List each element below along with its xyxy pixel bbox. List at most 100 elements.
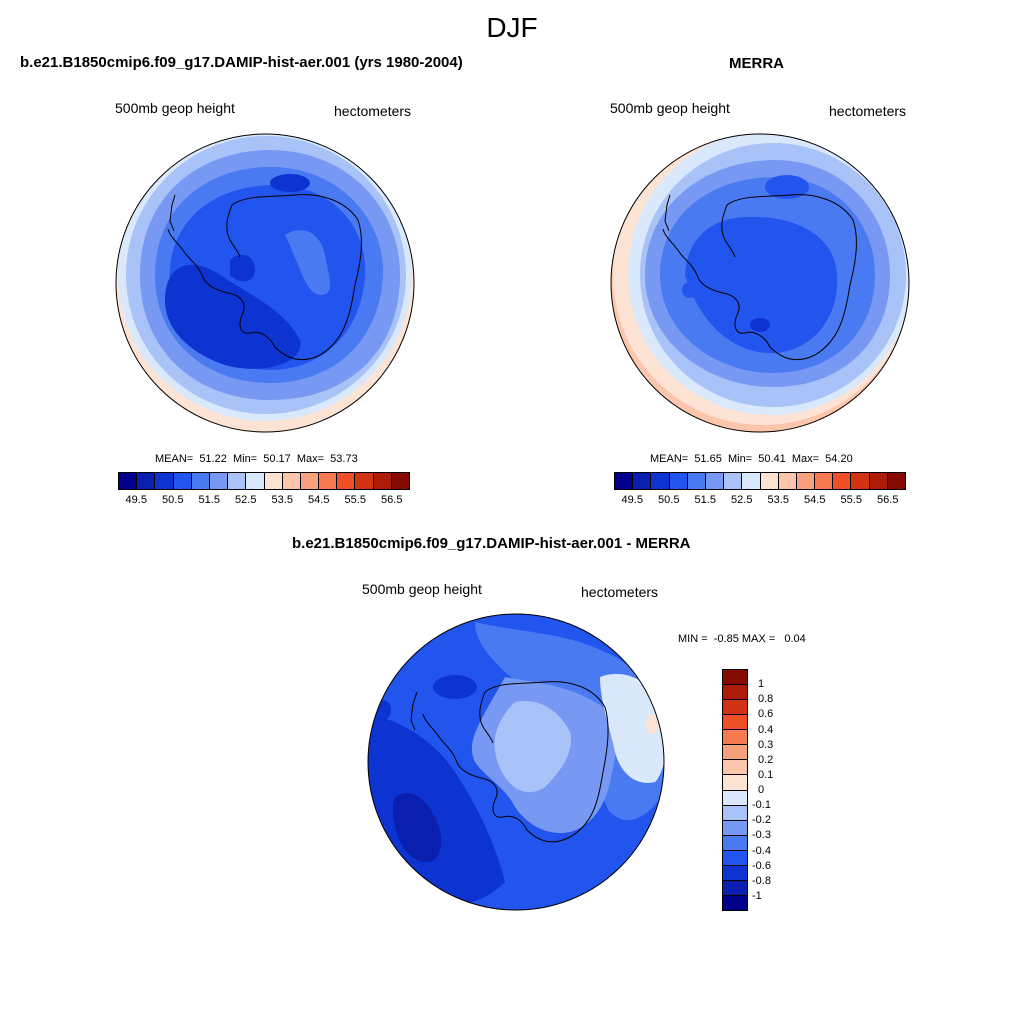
model-colorbar (118, 472, 410, 490)
diff-colorbar-box (723, 895, 747, 910)
diff-stats: MIN = -0.85 MAX = 0.04 (678, 633, 806, 645)
diff-peninsula-coastline (410, 691, 418, 731)
diff-colorbar-tick-label: 0.3 (758, 738, 774, 751)
diff-colorbar-tick-label: 0.2 (758, 753, 774, 766)
model-contour-51-inner (285, 230, 330, 295)
obs-colorbar-box (887, 473, 905, 489)
obs-units-label: hectometers (829, 103, 907, 119)
diff-colorbar-box (723, 700, 747, 716)
model-colorbar-box (373, 473, 392, 489)
obs-colorbar-box (669, 473, 688, 489)
model-colorbar-tick-label: 56.5 (381, 494, 403, 506)
model-units-label: hectometers (334, 103, 412, 119)
diff-colorbar-tick-label: 0.6 (758, 708, 774, 721)
diff-contour-0 (600, 673, 664, 783)
model-peninsula-coastline (169, 194, 176, 232)
model-colorbar-box (191, 473, 210, 489)
obs-contour-50.5 (685, 216, 838, 354)
obs-panel-title: MERRA (729, 55, 784, 72)
model-colorbar-box (246, 473, 265, 489)
obs-stats: MEAN= 51.65 Min= 50.41 Max= 54.20 (650, 453, 853, 465)
obs-colorbar-box (778, 473, 797, 489)
diff-colorbar-box (723, 670, 747, 686)
obs-contour-50-low (750, 318, 770, 332)
obs-colorbar-box (796, 473, 816, 489)
diff-contour-minus0.8 (392, 793, 442, 863)
obs-colorbar-box (651, 473, 670, 489)
model-contour-50-small (270, 174, 310, 192)
model-colorbar-tick-label: 53.5 (271, 494, 293, 506)
diff-colorbar-tick-label: 0.4 (758, 723, 774, 736)
obs-colorbar-tick-label: 51.5 (694, 494, 716, 506)
model-contour-50-low (165, 264, 301, 369)
diff-colorbar-box (723, 820, 747, 836)
obs-colorbar-tick-label: 54.5 (804, 494, 826, 506)
diff-colorbar-box (723, 805, 747, 821)
obs-colorbar-tick-label: 50.5 (658, 494, 680, 506)
diff-colorbar (722, 669, 748, 911)
obs-colorbar-box (705, 473, 725, 489)
model-colorbar-box (119, 473, 138, 489)
diff-colorbar-tick-label: -0.8 (752, 874, 771, 887)
diff-colorbar-tick-label: -0.6 (752, 859, 771, 872)
model-colorbar-box (337, 473, 356, 489)
model-variable-label: 500mb geop height (115, 100, 235, 116)
diff-colorbar-box (723, 865, 747, 881)
diff-colorbar-box (723, 835, 747, 851)
diff-colorbar-tick-label: -0.2 (752, 814, 771, 827)
obs-colorbar-tick-label: 49.5 (621, 494, 643, 506)
diff-colorbar-tick-label: 0.1 (758, 768, 774, 781)
model-colorbar-ticks: 49.5 50.5 51.5 52.5 53.5 54.5 55.5 56.5 (118, 494, 408, 508)
model-colorbar-box (264, 473, 283, 489)
diff-colorbar-box (723, 745, 747, 761)
obs-colorbar-tick-label: 55.5 (840, 494, 862, 506)
model-colorbar-tick-label: 52.5 (235, 494, 257, 506)
diff-colorbar-box (723, 760, 747, 776)
obs-contour-50.5-small (765, 175, 809, 199)
obs-polar-map (610, 133, 910, 433)
diff-colorbar-box (723, 880, 747, 896)
diff-colorbar-tick-label: 1 (758, 678, 765, 691)
diff-contour-minus0.6-small (433, 675, 477, 699)
model-colorbar-box (155, 473, 174, 489)
model-colorbar-tick-label: 54.5 (308, 494, 330, 506)
diff-colorbar-tick-label: -0.4 (752, 844, 771, 857)
model-antarctica-coastline (167, 194, 362, 360)
diff-panel-title: b.e21.B1850cmip6.f09_g17.DAMIP-hist-aer.… (292, 535, 691, 552)
diff-units-label: hectometers (581, 584, 659, 600)
diff-polar-map (367, 613, 665, 911)
diff-colorbar-box (723, 715, 747, 731)
obs-colorbar-box (633, 473, 652, 489)
diff-contour-minus0.3 (475, 622, 664, 821)
model-colorbar-tick-label: 49.5 (125, 494, 147, 506)
obs-contour-50.5-peninsula (682, 282, 698, 298)
diff-contour-minus0.2-inner (547, 777, 583, 827)
obs-antarctica-coastline (662, 194, 857, 360)
diff-colorbar-tick-label: -0.1 (752, 799, 771, 812)
diff-colorbar-tick-label: 0 (758, 784, 765, 796)
obs-colorbar-box (869, 473, 888, 489)
diff-contour-minus0.1 (494, 701, 571, 793)
obs-map-border (610, 133, 910, 433)
model-colorbar-box (228, 473, 247, 489)
obs-peninsula-coastline (664, 194, 671, 232)
diff-colorbar-box (723, 790, 747, 806)
diff-antarctica-coastline (422, 681, 609, 843)
obs-colorbar-box (815, 473, 834, 489)
model-stats: MEAN= 51.22 Min= 50.17 Max= 53.73 (155, 453, 358, 465)
model-colorbar-box (319, 473, 338, 489)
model-contour-50-peninsula (230, 254, 255, 282)
model-panel-title: b.e21.B1850cmip6.f09_g17.DAMIP-hist-aer.… (20, 54, 463, 71)
model-colorbar-box (300, 473, 320, 489)
obs-colorbar-box (833, 473, 852, 489)
obs-colorbar-tick-label: 56.5 (877, 494, 899, 506)
model-colorbar-box (209, 473, 229, 489)
obs-colorbar-box (760, 473, 779, 489)
diff-colorbar-box (723, 730, 747, 746)
obs-colorbar (614, 472, 906, 490)
model-colorbar-tick-label: 55.5 (344, 494, 366, 506)
obs-colorbar-tick-label: 52.5 (731, 494, 753, 506)
model-colorbar-tick-label: 51.5 (198, 494, 220, 506)
diff-colorbar-tick-label: -1 (752, 889, 762, 902)
model-colorbar-box (137, 473, 156, 489)
